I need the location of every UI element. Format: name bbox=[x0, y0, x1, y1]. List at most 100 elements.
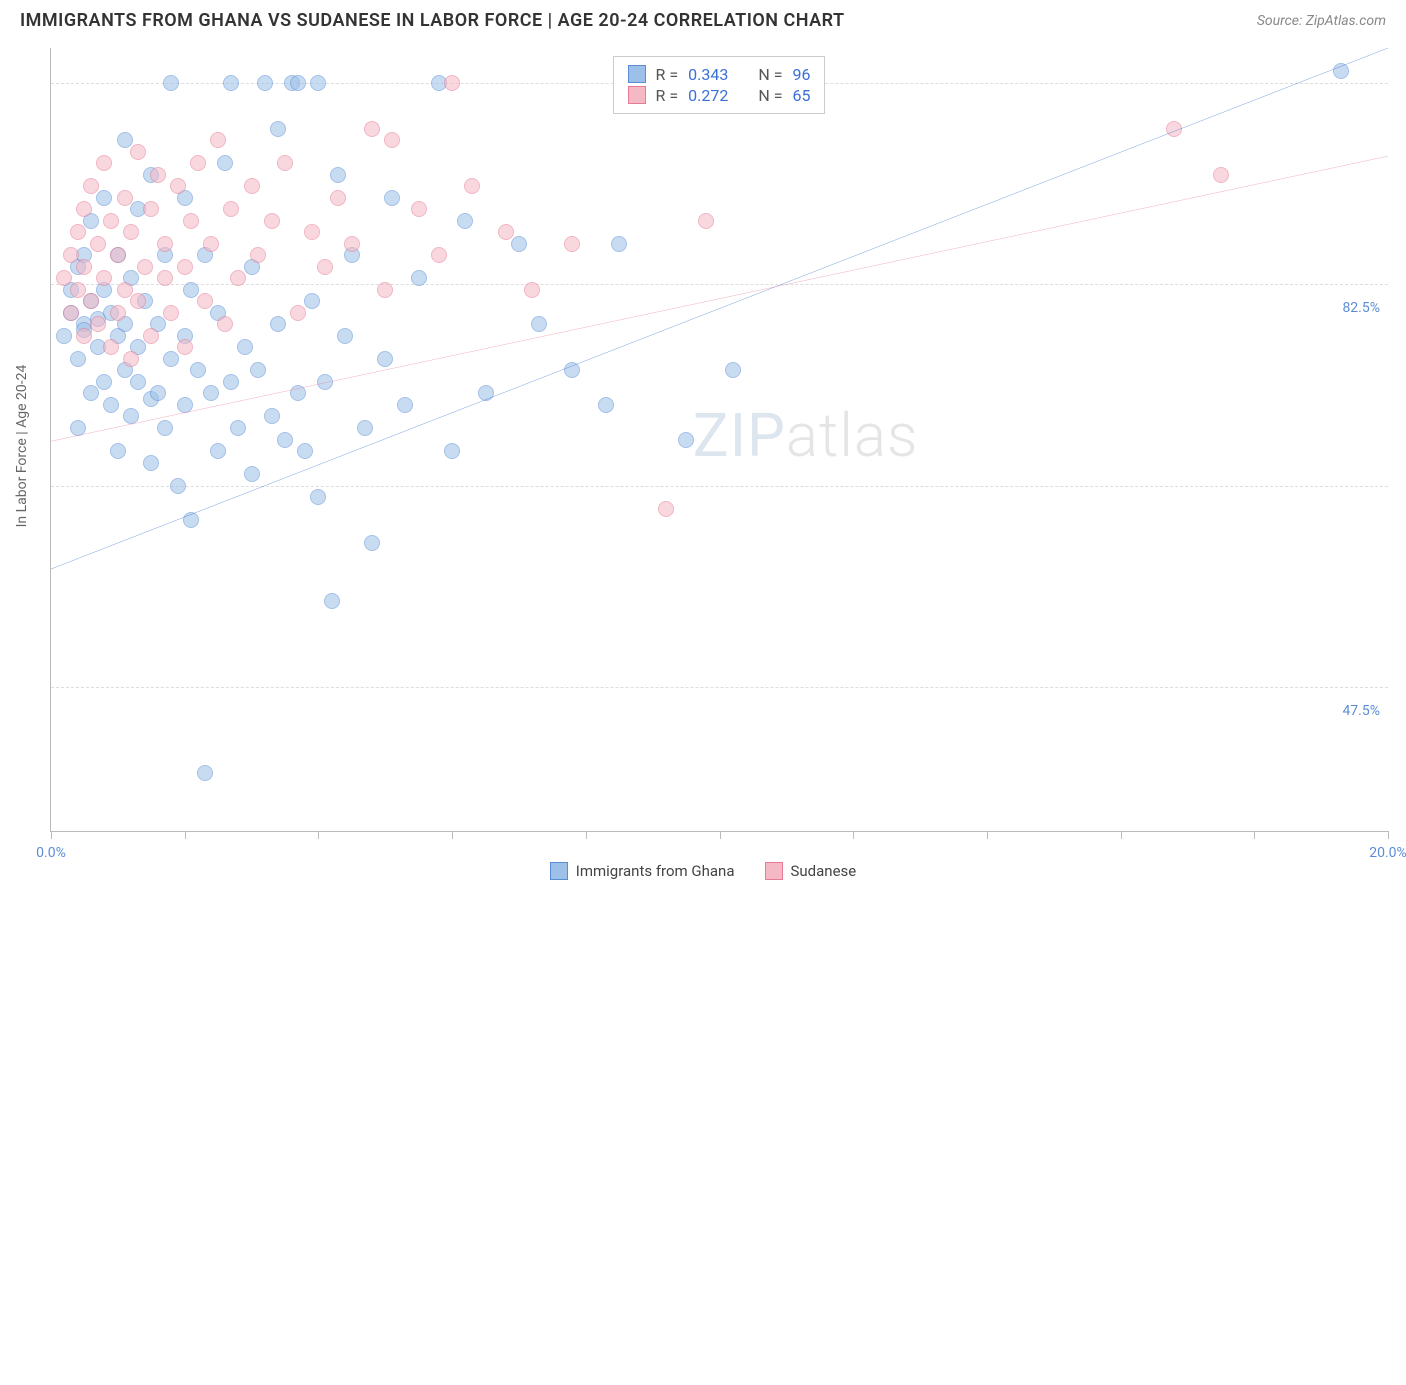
data-point bbox=[183, 512, 199, 528]
x-tick bbox=[452, 831, 453, 839]
data-point bbox=[110, 305, 126, 321]
data-point bbox=[130, 374, 146, 390]
stats-n-label: N = bbox=[758, 65, 782, 84]
data-point bbox=[163, 305, 179, 321]
data-point bbox=[190, 362, 206, 378]
stats-row: R =0.272N =65 bbox=[628, 86, 811, 105]
data-point bbox=[70, 224, 86, 240]
x-tick-label: 0.0% bbox=[36, 845, 66, 861]
data-point bbox=[444, 75, 460, 91]
data-point bbox=[457, 213, 473, 229]
data-point bbox=[103, 397, 119, 413]
chart-plot-area: 47.5%82.5%0.0%20.0% R =0.343N =96R =0.27… bbox=[50, 48, 1388, 832]
source-label: Source: ZipAtlas.com bbox=[1257, 13, 1386, 29]
data-point bbox=[103, 213, 119, 229]
data-point bbox=[197, 765, 213, 781]
stats-n-label: N = bbox=[758, 86, 782, 105]
data-point bbox=[177, 397, 193, 413]
data-point bbox=[337, 328, 353, 344]
data-point bbox=[177, 339, 193, 355]
data-point bbox=[56, 328, 72, 344]
data-point bbox=[130, 293, 146, 309]
data-point bbox=[70, 351, 86, 367]
stats-r-label: R = bbox=[656, 65, 679, 84]
data-point bbox=[290, 305, 306, 321]
data-point bbox=[290, 385, 306, 401]
data-point bbox=[317, 374, 333, 390]
data-point bbox=[1213, 167, 1229, 183]
x-tick bbox=[586, 831, 587, 839]
data-point bbox=[210, 443, 226, 459]
data-point bbox=[170, 478, 186, 494]
data-point bbox=[498, 224, 514, 240]
data-point bbox=[170, 178, 186, 194]
data-point bbox=[163, 75, 179, 91]
data-point bbox=[190, 155, 206, 171]
stats-n-value: 96 bbox=[793, 65, 811, 84]
data-point bbox=[223, 374, 239, 390]
stats-n-value: 65 bbox=[793, 86, 811, 105]
data-point bbox=[310, 489, 326, 505]
data-point bbox=[277, 432, 293, 448]
data-point bbox=[290, 75, 306, 91]
data-point bbox=[183, 282, 199, 298]
legend-swatch bbox=[628, 65, 646, 83]
data-point bbox=[83, 293, 99, 309]
data-point bbox=[223, 75, 239, 91]
data-point bbox=[76, 201, 92, 217]
stats-legend-box: R =0.343N =96R =0.272N =65 bbox=[613, 56, 826, 114]
x-tick bbox=[720, 831, 721, 839]
data-point bbox=[103, 339, 119, 355]
gridline bbox=[51, 284, 1388, 285]
data-point bbox=[70, 420, 86, 436]
data-point bbox=[524, 282, 540, 298]
data-point bbox=[163, 351, 179, 367]
data-point bbox=[110, 443, 126, 459]
data-point bbox=[70, 282, 86, 298]
legend-item: Immigrants from Ghana bbox=[550, 862, 735, 880]
x-tick bbox=[987, 831, 988, 839]
data-point bbox=[384, 132, 400, 148]
data-point bbox=[377, 282, 393, 298]
data-point bbox=[123, 408, 139, 424]
data-point bbox=[330, 190, 346, 206]
data-point bbox=[96, 190, 112, 206]
x-tick bbox=[1388, 831, 1389, 839]
data-point bbox=[698, 213, 714, 229]
data-point bbox=[217, 155, 233, 171]
legend-swatch bbox=[550, 862, 568, 880]
legend-label: Sudanese bbox=[791, 862, 857, 880]
data-point bbox=[230, 420, 246, 436]
data-point bbox=[157, 236, 173, 252]
data-point bbox=[143, 455, 159, 471]
data-point bbox=[203, 236, 219, 252]
data-point bbox=[297, 443, 313, 459]
data-point bbox=[678, 432, 694, 448]
data-point bbox=[411, 201, 427, 217]
legend-item: Sudanese bbox=[765, 862, 857, 880]
data-point bbox=[377, 351, 393, 367]
data-point bbox=[397, 397, 413, 413]
data-point bbox=[270, 316, 286, 332]
data-point bbox=[223, 201, 239, 217]
bottom-legend: Immigrants from Ghana Sudanese bbox=[0, 862, 1406, 880]
data-point bbox=[244, 466, 260, 482]
data-point bbox=[110, 247, 126, 263]
data-point bbox=[478, 385, 494, 401]
data-point bbox=[56, 270, 72, 286]
data-point bbox=[598, 397, 614, 413]
data-point bbox=[130, 144, 146, 160]
data-point bbox=[257, 75, 273, 91]
data-point bbox=[1166, 121, 1182, 137]
data-point bbox=[310, 75, 326, 91]
data-point bbox=[76, 328, 92, 344]
data-point bbox=[237, 339, 253, 355]
data-point bbox=[150, 167, 166, 183]
data-point bbox=[725, 362, 741, 378]
data-point bbox=[203, 385, 219, 401]
data-point bbox=[531, 316, 547, 332]
data-point bbox=[344, 236, 360, 252]
data-point bbox=[117, 190, 133, 206]
data-point bbox=[564, 362, 580, 378]
data-point bbox=[137, 259, 153, 275]
